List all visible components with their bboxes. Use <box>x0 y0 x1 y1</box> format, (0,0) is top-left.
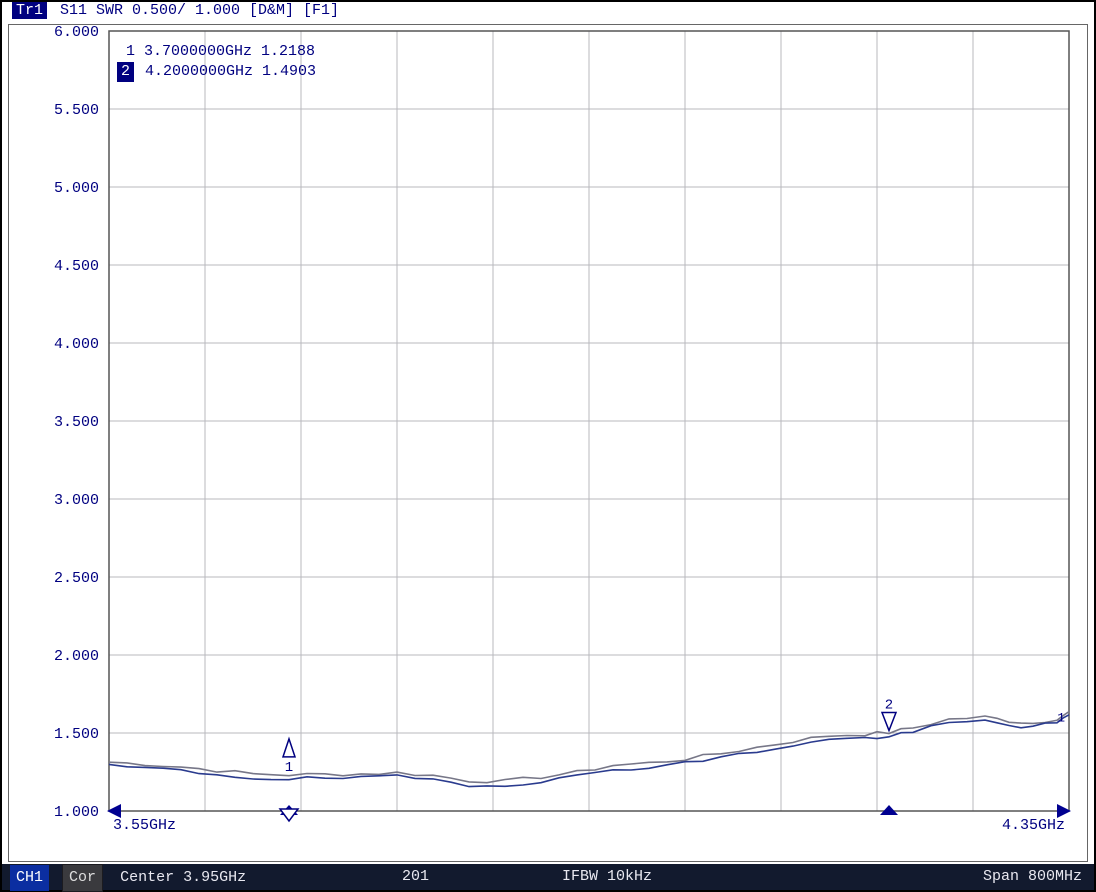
trace-id-badge: Tr1 <box>12 2 47 19</box>
svg-text:3.55GHz: 3.55GHz <box>113 817 176 834</box>
marker-row: 1 3.7000000GHz 1.2188 <box>117 42 316 62</box>
span-label: Span 800MHz <box>983 864 1082 890</box>
channel-badge: CH1 <box>10 865 49 891</box>
plot-area[interactable]: 6.000 5.500 5.000 4.500 4.000 3.500 3.000 2.500… <box>8 24 1088 862</box>
svg-text:3.500: 3.500 <box>54 414 99 431</box>
svg-text:2: 2 <box>885 698 893 714</box>
status-bar: CH1 Cor Center 3.95GHz 201 IFBW 10kHz Sp… <box>2 864 1094 890</box>
svg-text:6.000: 6.000 <box>54 25 99 41</box>
svg-text:1.500: 1.500 <box>54 726 99 743</box>
svg-text:3.000: 3.000 <box>54 492 99 509</box>
svg-text:2.000: 2.000 <box>54 648 99 665</box>
marker-id-active: 2 <box>117 62 134 82</box>
svg-text:5.500: 5.500 <box>54 102 99 119</box>
svg-text:5.000: 5.000 <box>54 180 99 197</box>
trace-header: Tr1 S11 SWR 0.500/ 1.000 [D&M] [F1] <box>2 2 1094 24</box>
svg-text:4.500: 4.500 <box>54 258 99 275</box>
svg-text:1: 1 <box>1057 710 1065 725</box>
svg-text:1: 1 <box>285 760 293 776</box>
svg-text:1.000: 1.000 <box>54 804 99 821</box>
correction-badge: Cor <box>62 864 103 892</box>
swr-chart[interactable]: 6.000 5.500 5.000 4.500 4.000 3.500 3.000 2.500… <box>9 25 1079 835</box>
ifbw-label: IFBW 10kHz <box>562 864 652 890</box>
marker-readout-table: 1 3.7000000GHz 1.21882 4.2000000GHz 1.49… <box>117 42 316 82</box>
center-freq-label: Center 3.95GHz <box>120 869 246 886</box>
marker-row: 2 4.2000000GHz 1.4903 <box>117 62 316 82</box>
vna-screen: Tr1 S11 SWR 0.500/ 1.000 [D&M] [F1] 6.00… <box>0 0 1096 892</box>
svg-text:4.000: 4.000 <box>54 336 99 353</box>
points-label: 201 <box>402 864 429 890</box>
svg-text:2.500: 2.500 <box>54 570 99 587</box>
trace-header-text: S11 SWR 0.500/ 1.000 [D&M] [F1] <box>51 2 339 19</box>
svg-text:4.35GHz: 4.35GHz <box>1002 817 1065 834</box>
